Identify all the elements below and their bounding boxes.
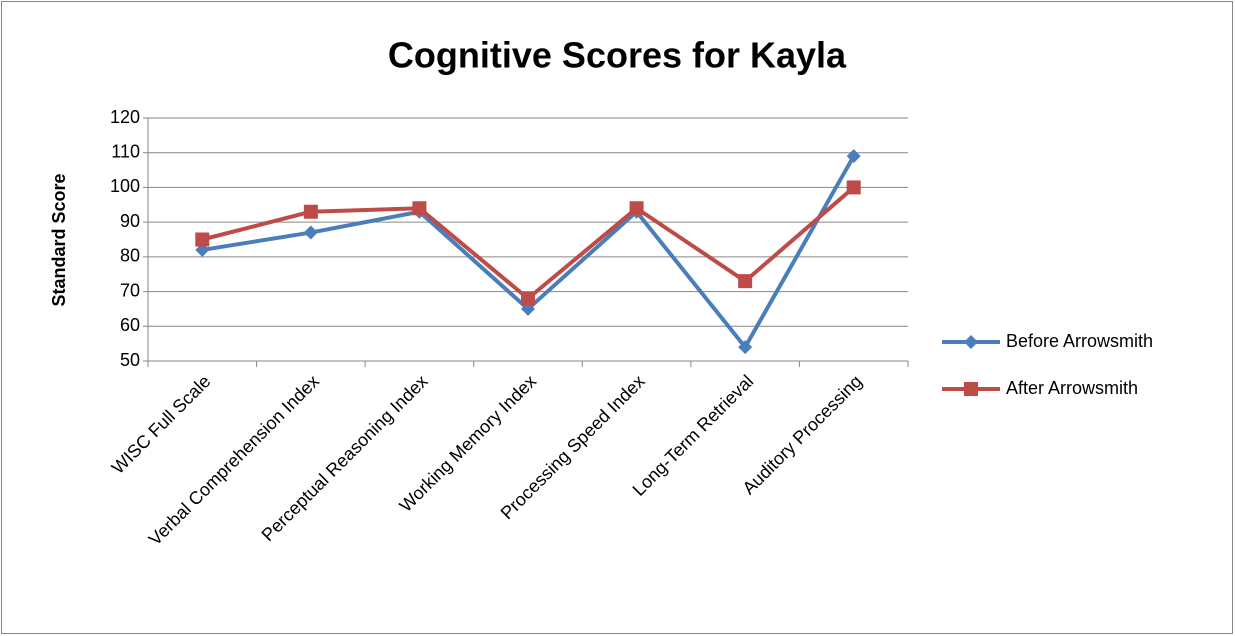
point — [846, 180, 861, 195]
point — [964, 335, 978, 349]
y-tick-label: 80 — [120, 246, 140, 266]
point — [521, 291, 535, 306]
y-tick-label: 120 — [110, 107, 140, 127]
y-tick-label: 100 — [110, 176, 140, 196]
point — [195, 232, 210, 247]
point — [303, 204, 318, 219]
legend-label: After Arrowsmith — [1006, 378, 1138, 398]
legend-label: Before Arrowsmith — [1006, 331, 1153, 351]
point — [738, 274, 753, 289]
chart-title: Cognitive Scores for Kayla — [388, 35, 847, 76]
y-tick-label: 70 — [120, 280, 140, 300]
point — [303, 225, 318, 240]
point — [629, 201, 644, 216]
y-tick-label: 90 — [120, 211, 140, 231]
y-axis-label: Standard Score — [49, 173, 69, 306]
point — [964, 382, 978, 396]
point — [846, 149, 861, 164]
point — [738, 340, 753, 355]
y-tick-label: 50 — [120, 350, 140, 370]
y-tick-label: 60 — [120, 315, 140, 335]
point — [412, 201, 427, 216]
y-tick-label: 110 — [111, 141, 140, 161]
